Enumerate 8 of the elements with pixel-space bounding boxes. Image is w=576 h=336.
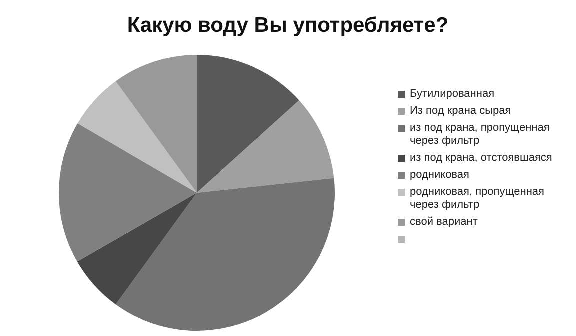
legend-label: свой вариант xyxy=(410,216,478,229)
legend-label: родниковая xyxy=(410,169,470,182)
legend-label: из под крана, пропущенная через фильтр xyxy=(410,122,551,148)
legend-label: родниковая, пропущенная через фильтр xyxy=(410,186,546,212)
chart-title: Какую воду Вы употребляете? xyxy=(126,14,450,38)
legend-label: Бутилированная xyxy=(410,88,495,101)
legend-label: Из под крана сырая xyxy=(410,105,512,118)
legend-label: из под крана, отстоявшаяся xyxy=(410,152,552,165)
